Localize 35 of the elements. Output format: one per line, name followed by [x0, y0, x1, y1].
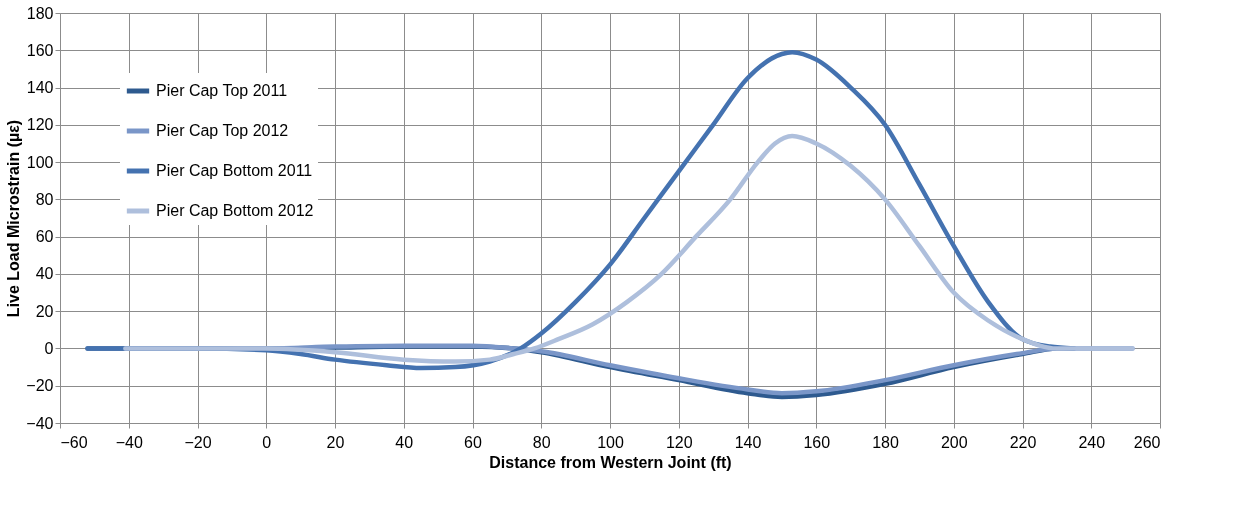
y-tick-label: 40 [35, 265, 54, 283]
y-tick-label: 80 [35, 190, 54, 208]
x-tick-label: 220 [1009, 433, 1037, 451]
x-tick-label: 140 [734, 433, 762, 451]
x-tick-label: 260 [1133, 433, 1161, 451]
x-tick-label: −40 [115, 433, 143, 451]
y-tick-label: 160 [26, 41, 54, 59]
y-tick-label: 180 [26, 4, 54, 22]
x-tick-label: 0 [262, 433, 272, 451]
x-tick-label: 80 [532, 433, 551, 451]
legend-label: Pier Cap Top 2011 [156, 82, 288, 99]
x-tick-label: −60 [60, 433, 88, 451]
y-tick-label: 120 [26, 116, 54, 134]
y-tick-label: 20 [35, 302, 54, 320]
y-tick-label: −40 [26, 414, 54, 432]
x-tick-label: −20 [184, 433, 212, 451]
legend-label: Pier Cap Top 2012 [156, 122, 289, 139]
y-tick-label: 140 [26, 79, 54, 97]
x-tick-label: 180 [872, 433, 899, 451]
x-tick-label: 60 [464, 433, 482, 451]
y-tick-label: 60 [35, 228, 54, 246]
legend-label: Pier Cap Bottom 2011 [156, 162, 313, 179]
x-tick-label: 100 [597, 433, 624, 451]
y-tick-label: 0 [44, 339, 54, 357]
x-tick-label: 200 [940, 433, 968, 451]
x-tick-label: 120 [665, 433, 693, 451]
x-tick-label: 20 [326, 433, 345, 451]
legend-label: Pier Cap Bottom 2012 [156, 202, 314, 219]
y-axis-title: Live Load Microstrain (µε) [5, 119, 23, 318]
x-axis-title: Distance from Western Joint (ft) [489, 453, 732, 471]
y-tick-label: −20 [26, 377, 54, 395]
x-tick-label: 240 [1078, 433, 1106, 451]
x-tick-label: 40 [395, 433, 414, 451]
y-tick-label: 100 [26, 153, 54, 171]
x-tick-label: 160 [803, 433, 831, 451]
